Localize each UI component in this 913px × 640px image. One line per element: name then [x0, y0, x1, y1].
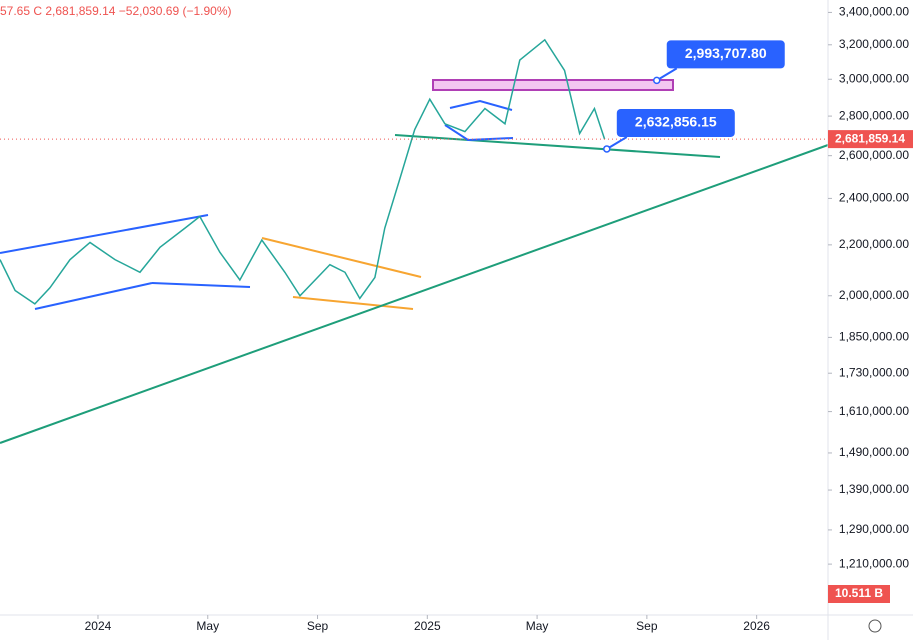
- header-text: 57.65 C 2,681,859.14 −52,030.69 (−1.90%): [0, 4, 232, 18]
- annotation-box: [616, 108, 735, 137]
- last-price-tag: [828, 130, 913, 149]
- x-tick-label: 2026: [743, 619, 770, 633]
- y-tick-label: 1,850,000.00: [839, 330, 909, 344]
- annotation-box: [666, 40, 785, 69]
- y-tick-label: 1,610,000.00: [839, 404, 909, 418]
- y-tick-label: 2,400,000.00: [839, 191, 909, 205]
- trendline: [0, 144, 829, 444]
- x-tick-label: 2025: [414, 619, 441, 633]
- annotation-point: [603, 145, 611, 153]
- trendline: [0, 214, 209, 254]
- y-tick-label: 3,200,000.00: [839, 37, 909, 51]
- annotation-point: [652, 76, 661, 85]
- last-price-label: 2,681,859.14: [835, 131, 905, 145]
- trendline: [394, 134, 721, 158]
- y-tick-label: 1,490,000.00: [839, 445, 909, 459]
- y-tick-label: 2,200,000.00: [839, 237, 909, 251]
- annotation-label: 2,993,707.80: [685, 45, 767, 61]
- y-tick-label: 1,210,000.00: [839, 556, 909, 570]
- trendline: [151, 282, 251, 288]
- x-tick-label: Sep: [307, 619, 329, 633]
- y-tick-label: 2,000,000.00: [839, 288, 909, 302]
- y-tick-label: 2,800,000.00: [839, 108, 909, 122]
- x-tick-label: 2024: [85, 619, 112, 633]
- settings-icon[interactable]: [868, 619, 882, 633]
- trendline: [444, 124, 514, 142]
- annotation-label: 2,632,856.15: [635, 114, 717, 130]
- price-line: [0, 38, 606, 305]
- trendline: [261, 237, 422, 278]
- trendline: [292, 296, 414, 310]
- volume-tag: [828, 585, 890, 603]
- trendline: [449, 99, 513, 111]
- y-tick-label: 3,000,000.00: [839, 71, 909, 85]
- x-tick-label: Sep: [636, 619, 658, 633]
- volume-label: 10.511 B: [835, 586, 883, 600]
- x-tick-label: May: [526, 619, 549, 633]
- y-tick-label: 1,390,000.00: [839, 482, 909, 496]
- drawings: [0, 79, 829, 444]
- trendline: [34, 282, 153, 310]
- zone: [432, 79, 674, 91]
- y-tick-label: 1,290,000.00: [839, 522, 909, 536]
- x-tick-label: May: [196, 619, 219, 633]
- annotation-pointer: [606, 136, 628, 150]
- y-tick-label: 2,600,000.00: [839, 148, 909, 162]
- y-tick-label: 1,730,000.00: [839, 365, 909, 379]
- annotation-pointer: [656, 67, 678, 82]
- y-tick-label: 3,400,000.00: [839, 5, 909, 19]
